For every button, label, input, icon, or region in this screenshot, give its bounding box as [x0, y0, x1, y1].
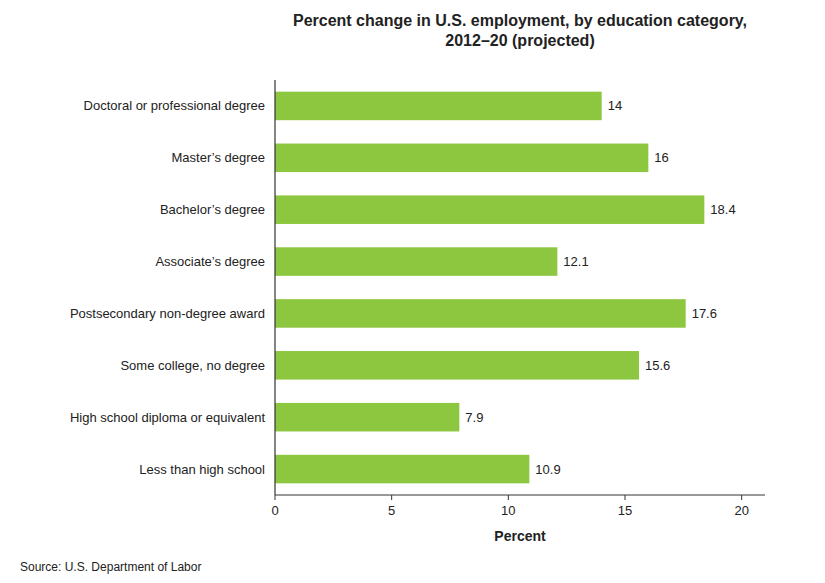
bar [275, 455, 529, 484]
category-label: Master’s degree [172, 150, 265, 165]
x-tick [508, 495, 509, 500]
chart-container: Percent change in U.S. employment, by ed… [0, 0, 825, 583]
x-tick-label: 20 [734, 503, 748, 518]
category-label: Doctoral or professional degree [84, 98, 265, 113]
x-tick-label: 10 [501, 503, 515, 518]
bars [275, 92, 704, 484]
bar [275, 92, 602, 121]
category-label: Some college, no degree [120, 358, 265, 373]
source-note: Source: U.S. Department of Labor [20, 560, 201, 574]
x-tick [741, 495, 742, 500]
chart-svg: Percent change in U.S. employment, by ed… [0, 0, 825, 583]
category-label: Associate’s degree [155, 254, 265, 269]
data-label: 14 [608, 98, 622, 113]
x-tick-label: 0 [271, 503, 278, 518]
data-label: 10.9 [535, 462, 560, 477]
x-axis-line [275, 495, 765, 496]
data-label: 16 [654, 150, 668, 165]
chart-title-line: 2012–20 (projected) [445, 32, 594, 49]
category-label: Postsecondary non-degree award [70, 306, 265, 321]
zero-line [274, 80, 275, 495]
data-label: 17.6 [692, 306, 717, 321]
x-tick [391, 495, 392, 500]
bar [275, 403, 459, 432]
x-tick-label: 5 [388, 503, 395, 518]
x-tick [275, 495, 276, 500]
data-label: 12.1 [563, 254, 588, 269]
chart-title: Percent change in U.S. employment, by ed… [293, 12, 747, 49]
bar [275, 351, 639, 380]
category-label: Bachelor’s degree [160, 202, 265, 217]
category-label: Less than high school [139, 462, 265, 477]
bar [275, 144, 648, 173]
bar [275, 195, 704, 224]
x-tick [625, 495, 626, 500]
category-label: High school diploma or equivalent [70, 410, 266, 425]
bar [275, 247, 557, 276]
chart-title-line: Percent change in U.S. employment, by ed… [293, 12, 747, 29]
data-label: 18.4 [710, 202, 735, 217]
data-label: 7.9 [465, 410, 483, 425]
x-tick-label: 15 [618, 503, 632, 518]
x-axis-label: Percent [494, 528, 546, 544]
bar [275, 299, 686, 328]
data-label: 15.6 [645, 358, 670, 373]
